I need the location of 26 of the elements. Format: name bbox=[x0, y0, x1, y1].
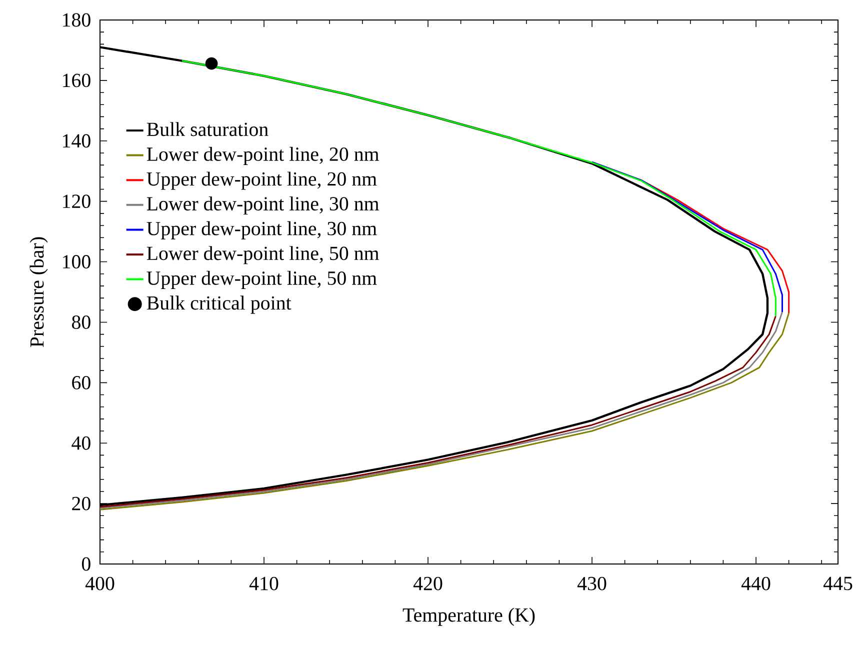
x-tick-label: 400 bbox=[85, 576, 114, 590]
y-tick-label: 180 bbox=[63, 13, 90, 27]
y-tick-label: 140 bbox=[63, 134, 90, 148]
y-tick-label: 60 bbox=[72, 376, 90, 390]
x-tick-label: 410 bbox=[249, 576, 278, 590]
legend-label: Upper dew-point line, 20 nm bbox=[146, 172, 377, 190]
y-tick-label: 100 bbox=[63, 255, 90, 268]
legend-label: Upper dew-point line, 30 nm bbox=[146, 221, 377, 240]
y-tick-label: 120 bbox=[63, 194, 90, 208]
x-axis-title: Temperature (K) bbox=[402, 608, 535, 626]
legend-label: Lower dew-point line, 20 nm bbox=[146, 146, 379, 165]
legend-label: Bulk critical point bbox=[146, 296, 292, 314]
y-tick-label: 160 bbox=[63, 74, 90, 88]
y-tick-label: 0 bbox=[82, 557, 90, 571]
legend-label: Lower dew-point line, 50 nm bbox=[146, 246, 379, 264]
legend-label: Lower dew-point line, 30 nm bbox=[146, 196, 379, 215]
y-tick-label: 80 bbox=[72, 316, 90, 329]
y-tick-label: 40 bbox=[72, 436, 90, 450]
x-tick-label: 430 bbox=[577, 576, 606, 590]
x-tick-label: 445 bbox=[823, 576, 852, 590]
x-tick-label: 440 bbox=[741, 576, 770, 590]
legend-label: Bulk saturation bbox=[146, 122, 268, 136]
y-axis-title: Pressure (bar) bbox=[30, 237, 48, 348]
y-tick-label: 20 bbox=[72, 496, 90, 510]
legend-label: Upper dew-point line, 50 nm bbox=[146, 270, 377, 289]
x-tick-label: 420 bbox=[413, 576, 442, 590]
